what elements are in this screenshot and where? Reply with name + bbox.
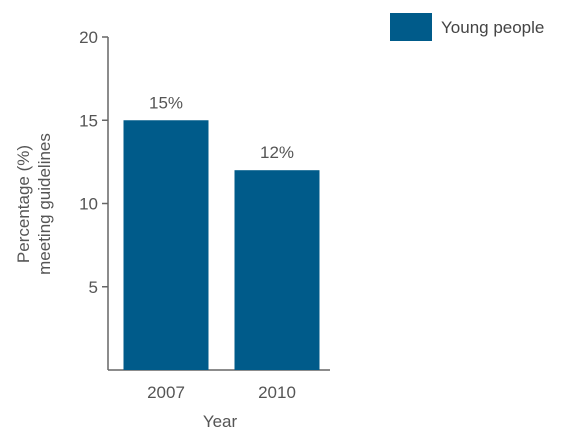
legend: Young people [390, 13, 544, 41]
data-label-2010: 12% [260, 143, 294, 162]
data-labels: 15% 12% [149, 93, 294, 162]
x-tick-label: 2010 [258, 383, 296, 402]
y-tick-label: 10 [79, 195, 98, 214]
bars [123, 120, 320, 370]
y-tick-label: 15 [79, 111, 98, 130]
y-axis-title: Percentage (%) meeting guidelines [14, 133, 54, 275]
y-axis-title-line-2: meeting guidelines [35, 133, 54, 275]
y-axis-title-line-1: Percentage (%) [14, 145, 33, 263]
legend-swatch [390, 13, 432, 41]
bar-2010 [234, 170, 320, 370]
x-tick-label: 2007 [147, 383, 185, 402]
bar-2007 [123, 120, 209, 370]
y-axis-ticks: 5 10 15 20 [79, 28, 108, 297]
data-label-2007: 15% [149, 93, 183, 112]
x-axis-ticks: 2007 2010 [147, 383, 296, 402]
y-tick-label: 20 [79, 28, 98, 47]
y-tick-label: 5 [89, 278, 98, 297]
x-axis-title: Year [203, 412, 238, 431]
legend-label: Young people [441, 18, 544, 37]
